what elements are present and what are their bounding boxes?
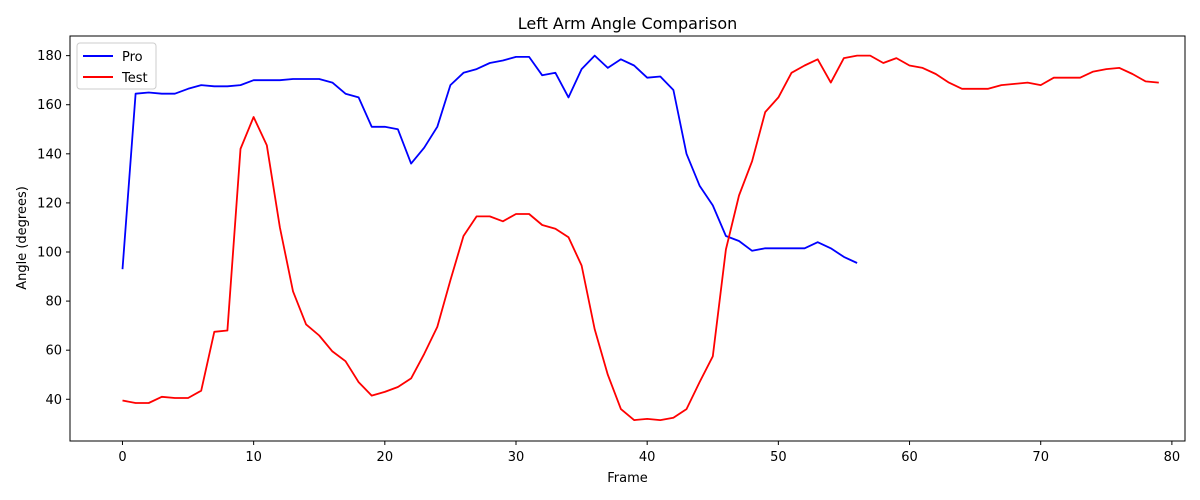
y-tick-label: 100: [37, 246, 62, 261]
legend-label-test: Test: [121, 71, 148, 86]
y-axis: 40 60 80 100 120 140 160 180: [37, 49, 70, 408]
x-tick-label: 70: [1032, 450, 1049, 465]
series-line-pro: [121, 54, 858, 270]
x-axis-title: Frame: [607, 471, 648, 486]
series-layer: [121, 54, 1159, 422]
y-tick-label: 80: [45, 295, 62, 310]
x-axis: 0 10 20 30 40 50 60 70 80: [118, 441, 1180, 465]
chart-title: Left Arm Angle Comparison: [518, 14, 738, 33]
legend-label-pro: Pro: [122, 50, 143, 65]
x-tick-label: 0: [118, 450, 126, 465]
plot-frame: [69, 35, 1186, 442]
x-tick-label: 60: [901, 450, 918, 465]
x-tick-label: 30: [508, 450, 525, 465]
x-tick-label: 10: [245, 450, 262, 465]
legend: Pro Test: [76, 42, 157, 90]
x-tick-label: 80: [1164, 450, 1181, 465]
x-tick-label: 20: [377, 450, 394, 465]
x-tick-label: 40: [639, 450, 656, 465]
y-tick-label: 160: [37, 98, 62, 113]
y-tick-label: 120: [37, 196, 62, 211]
y-tick-label: 140: [37, 147, 62, 162]
y-tick-label: 180: [37, 49, 62, 64]
y-axis-title: Angle (degrees): [15, 186, 30, 290]
x-tick-label: 50: [770, 450, 787, 465]
y-tick-label: 40: [45, 393, 62, 408]
y-tick-label: 60: [45, 344, 62, 359]
series-line-test: [122, 54, 1159, 422]
